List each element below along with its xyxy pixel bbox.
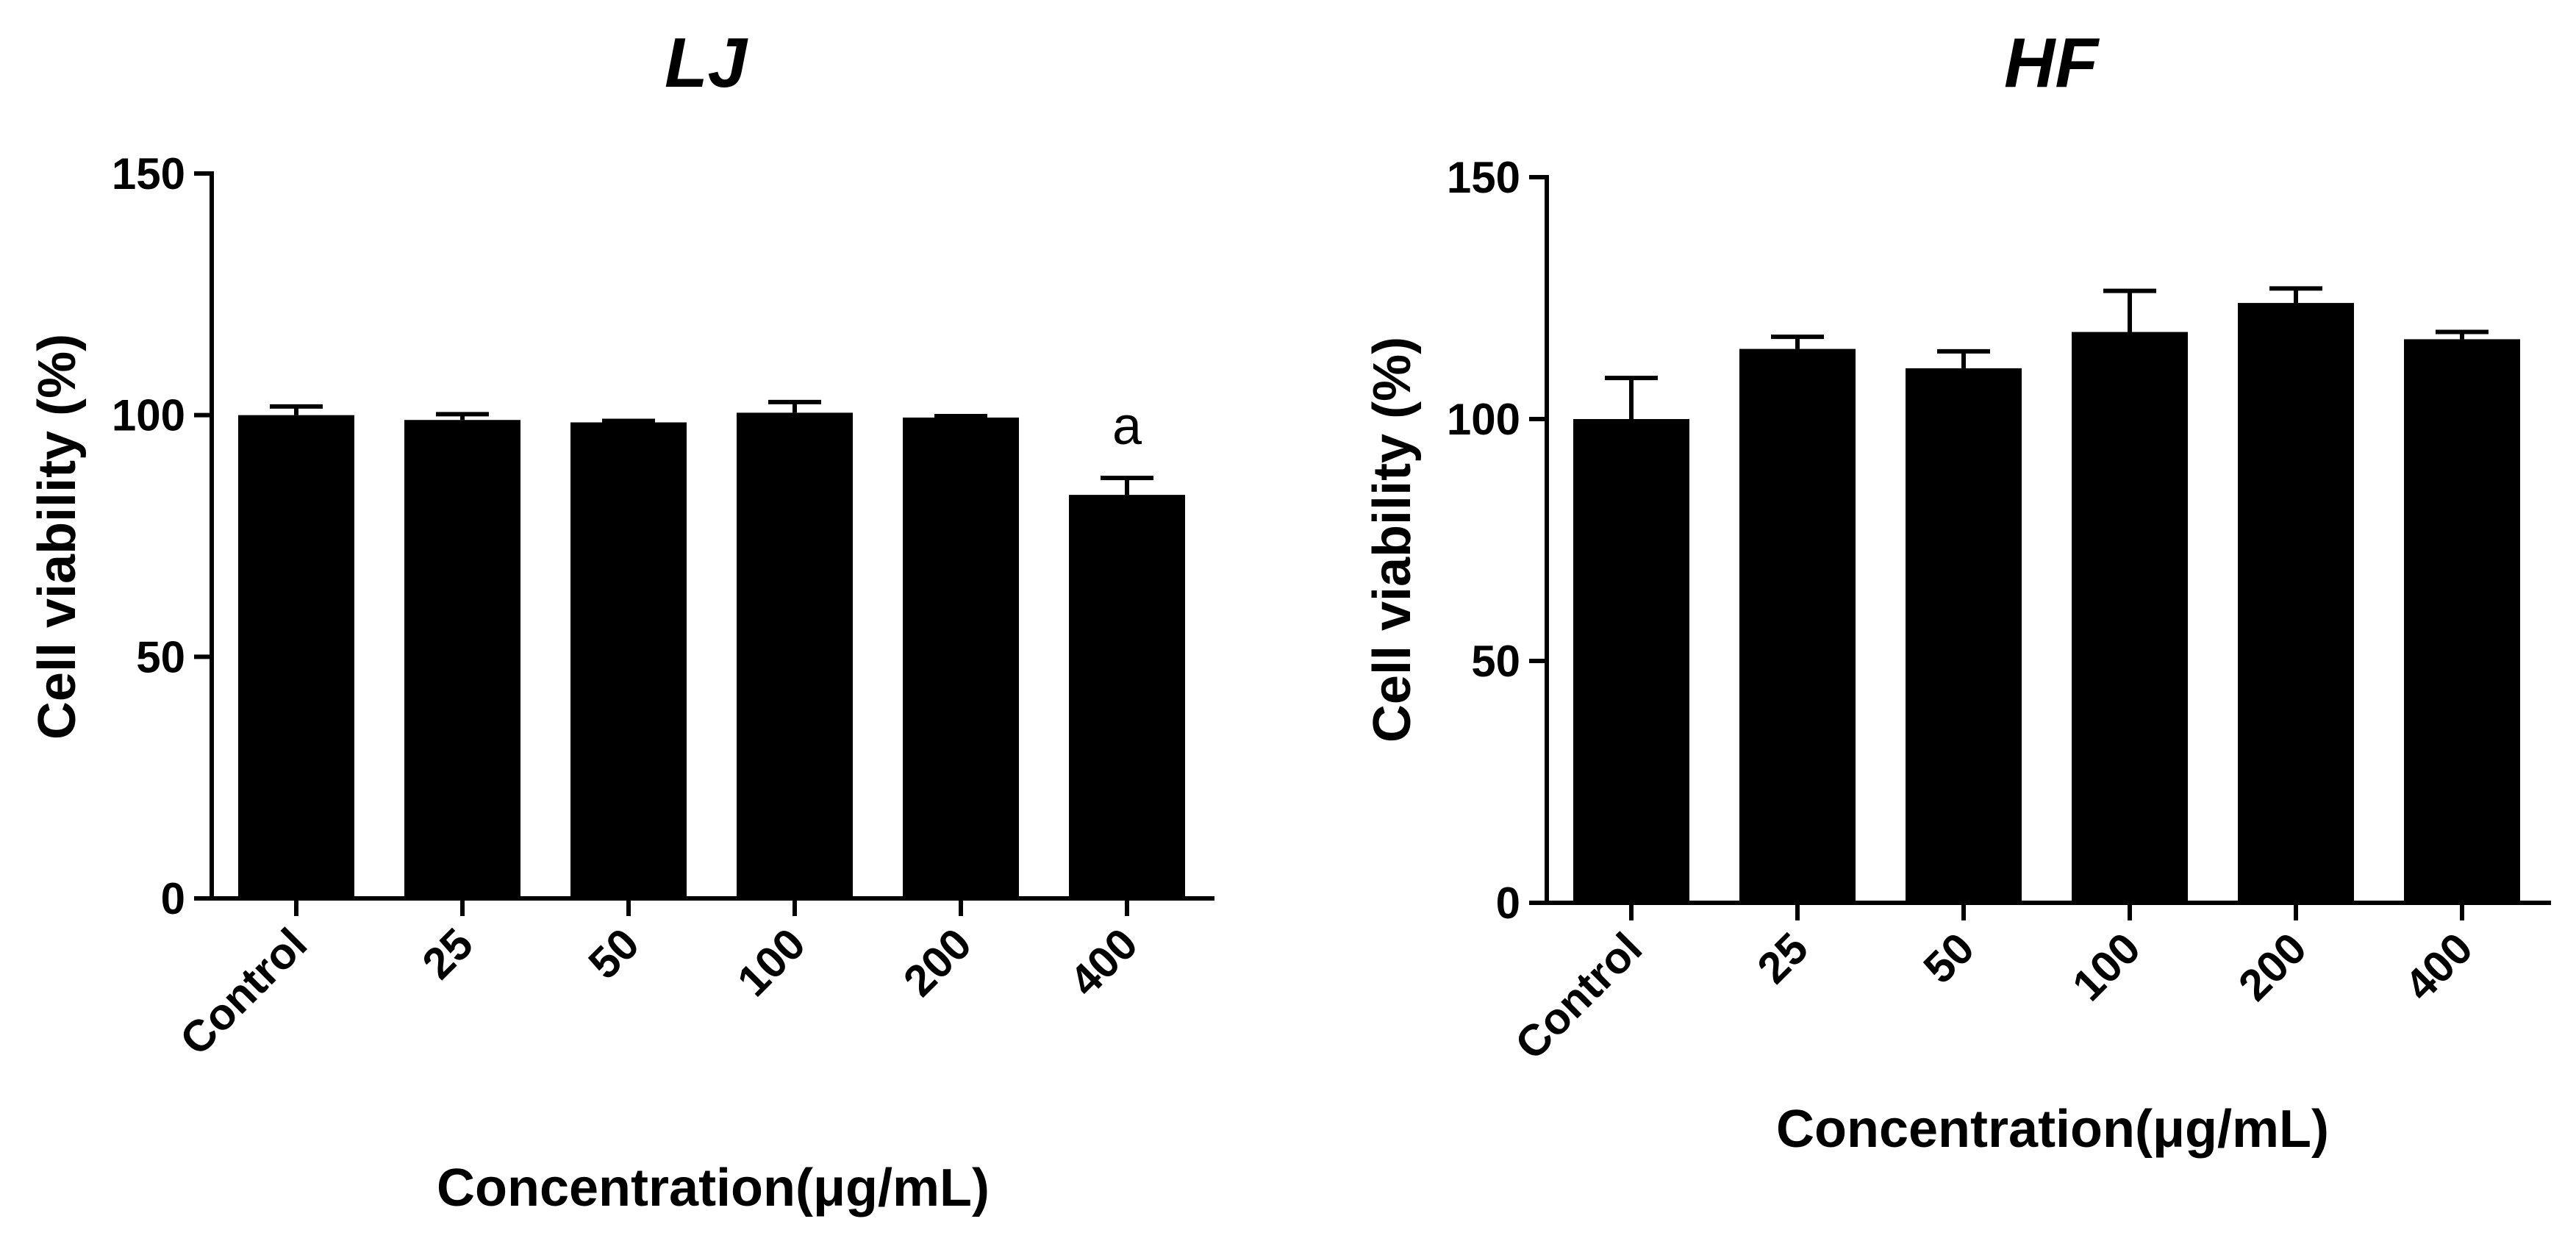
x-tick-label: Control xyxy=(1506,923,1651,1069)
chart-title: HF xyxy=(2004,24,2100,102)
y-tick-label: 100 xyxy=(112,391,185,440)
y-tick-label: 100 xyxy=(1447,395,1520,444)
bar xyxy=(570,422,687,898)
x-axis-label: Concentration(μg/mL) xyxy=(437,1159,990,1217)
chart-panel-lj: LJ Cell viability (%) Concentration(μg/m… xyxy=(28,24,1214,1217)
x-tick-label: 25 xyxy=(413,919,483,989)
x-tick-label: 200 xyxy=(2229,923,2316,1010)
bar xyxy=(903,417,1019,898)
bar xyxy=(737,412,853,898)
bar xyxy=(1906,368,2022,903)
x-tick-label: 100 xyxy=(2063,923,2150,1010)
x-axis-label: Concentration(μg/mL) xyxy=(1776,1100,2329,1159)
x-tick-label: 400 xyxy=(1060,919,1147,1006)
y-tick-label: 50 xyxy=(136,632,185,682)
chart-title: LJ xyxy=(665,24,749,102)
bar xyxy=(2238,303,2354,904)
x-tick-label: 25 xyxy=(1748,923,1818,993)
bar xyxy=(1739,348,1856,904)
y-axis-label: Cell viability (%) xyxy=(1363,337,1422,743)
chart-panel-hf: HF Cell viability (%) Concentration(μg/m… xyxy=(1363,24,2551,1159)
bar xyxy=(1573,419,1689,903)
bar xyxy=(404,420,520,898)
y-tick-label: 0 xyxy=(1496,879,1520,928)
x-tick-label: 200 xyxy=(894,919,981,1006)
bar xyxy=(1069,495,1185,898)
y-tick-label: 50 xyxy=(1471,637,1520,686)
x-tick-label: 400 xyxy=(2395,923,2482,1010)
y-tick-label: 150 xyxy=(1447,153,1520,202)
plot-area: 0 50 100 150 Control 25 50 100 200 400 xyxy=(1447,153,2551,1069)
y-axis-label: Cell viability (%) xyxy=(28,334,87,740)
x-tick-label: 50 xyxy=(579,919,649,989)
x-tick-label: 100 xyxy=(728,919,815,1006)
significance-annotation: a xyxy=(1112,397,1142,456)
plot-area: 0 50 100 150 Control 25 50 100 200 400 a xyxy=(112,149,1214,1065)
y-tick-label: 150 xyxy=(112,149,185,199)
bar xyxy=(2072,332,2188,903)
y-tick-label: 0 xyxy=(161,874,185,923)
x-tick-label: 50 xyxy=(1914,923,1984,993)
bar xyxy=(238,415,354,898)
bar xyxy=(2404,339,2520,903)
x-tick-label: Control xyxy=(171,919,316,1065)
